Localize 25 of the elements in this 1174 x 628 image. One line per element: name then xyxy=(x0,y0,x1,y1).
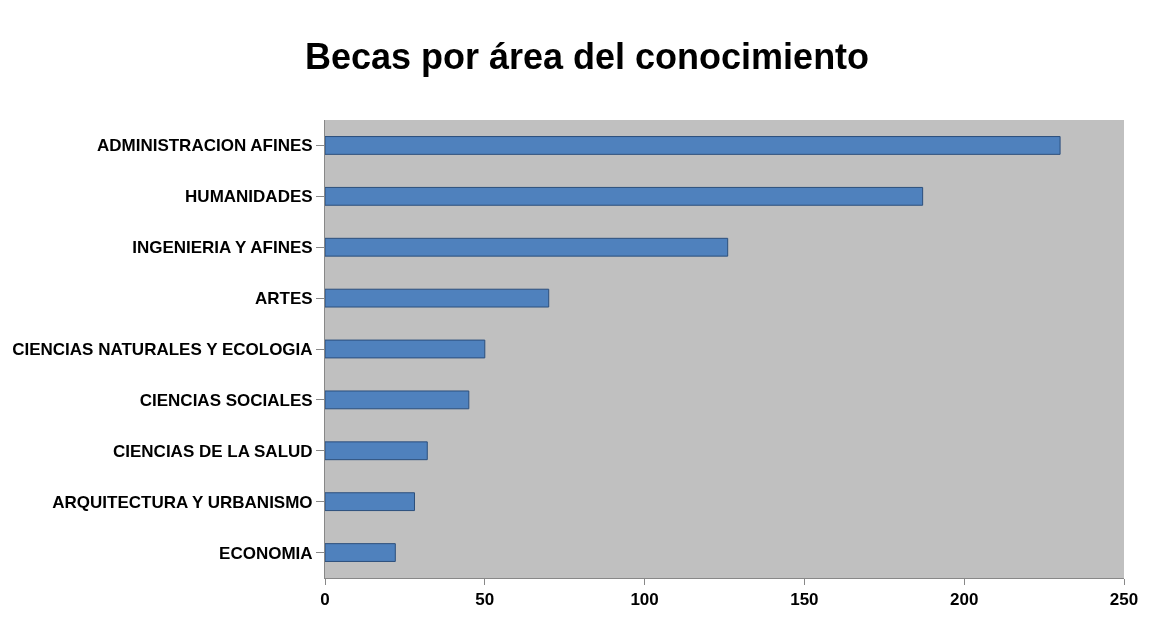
bar xyxy=(325,390,470,410)
y-tick-label: CIENCIAS DE LA SALUD xyxy=(112,441,313,461)
bar xyxy=(325,288,550,308)
bar xyxy=(325,339,486,359)
bar xyxy=(325,492,415,512)
x-tick-label: 50 xyxy=(475,590,495,610)
x-tick-label: 150 xyxy=(790,590,819,610)
y-tick-label: INGENIERIA Y AFINES xyxy=(132,238,313,258)
bar xyxy=(325,237,729,257)
y-tick-label: CIENCIAS SOCIALES xyxy=(139,390,313,410)
bar xyxy=(325,136,1061,155)
x-tick-label: 0 xyxy=(320,590,330,610)
x-tick-label: 200 xyxy=(950,590,979,610)
y-tick-label: HUMANIDADES xyxy=(185,187,313,207)
y-tick-label: CIENCIAS NATURALES Y ECOLOGIA xyxy=(12,339,313,359)
bar xyxy=(325,441,428,461)
y-tick-label: ARTES xyxy=(254,289,313,309)
y-tick-label: ECONOMIA xyxy=(219,543,313,563)
y-tick-label: ARQUITECTURA Y URBANISMO xyxy=(52,492,313,512)
bar xyxy=(325,543,396,562)
bar xyxy=(325,186,924,206)
chart-title: Becas por área del conocimiento xyxy=(304,36,870,78)
x-tick-label: 250 xyxy=(1109,590,1139,610)
x-tick-label: 100 xyxy=(630,590,659,610)
y-tick-label: ADMINISTRACION AFINES xyxy=(96,136,313,156)
